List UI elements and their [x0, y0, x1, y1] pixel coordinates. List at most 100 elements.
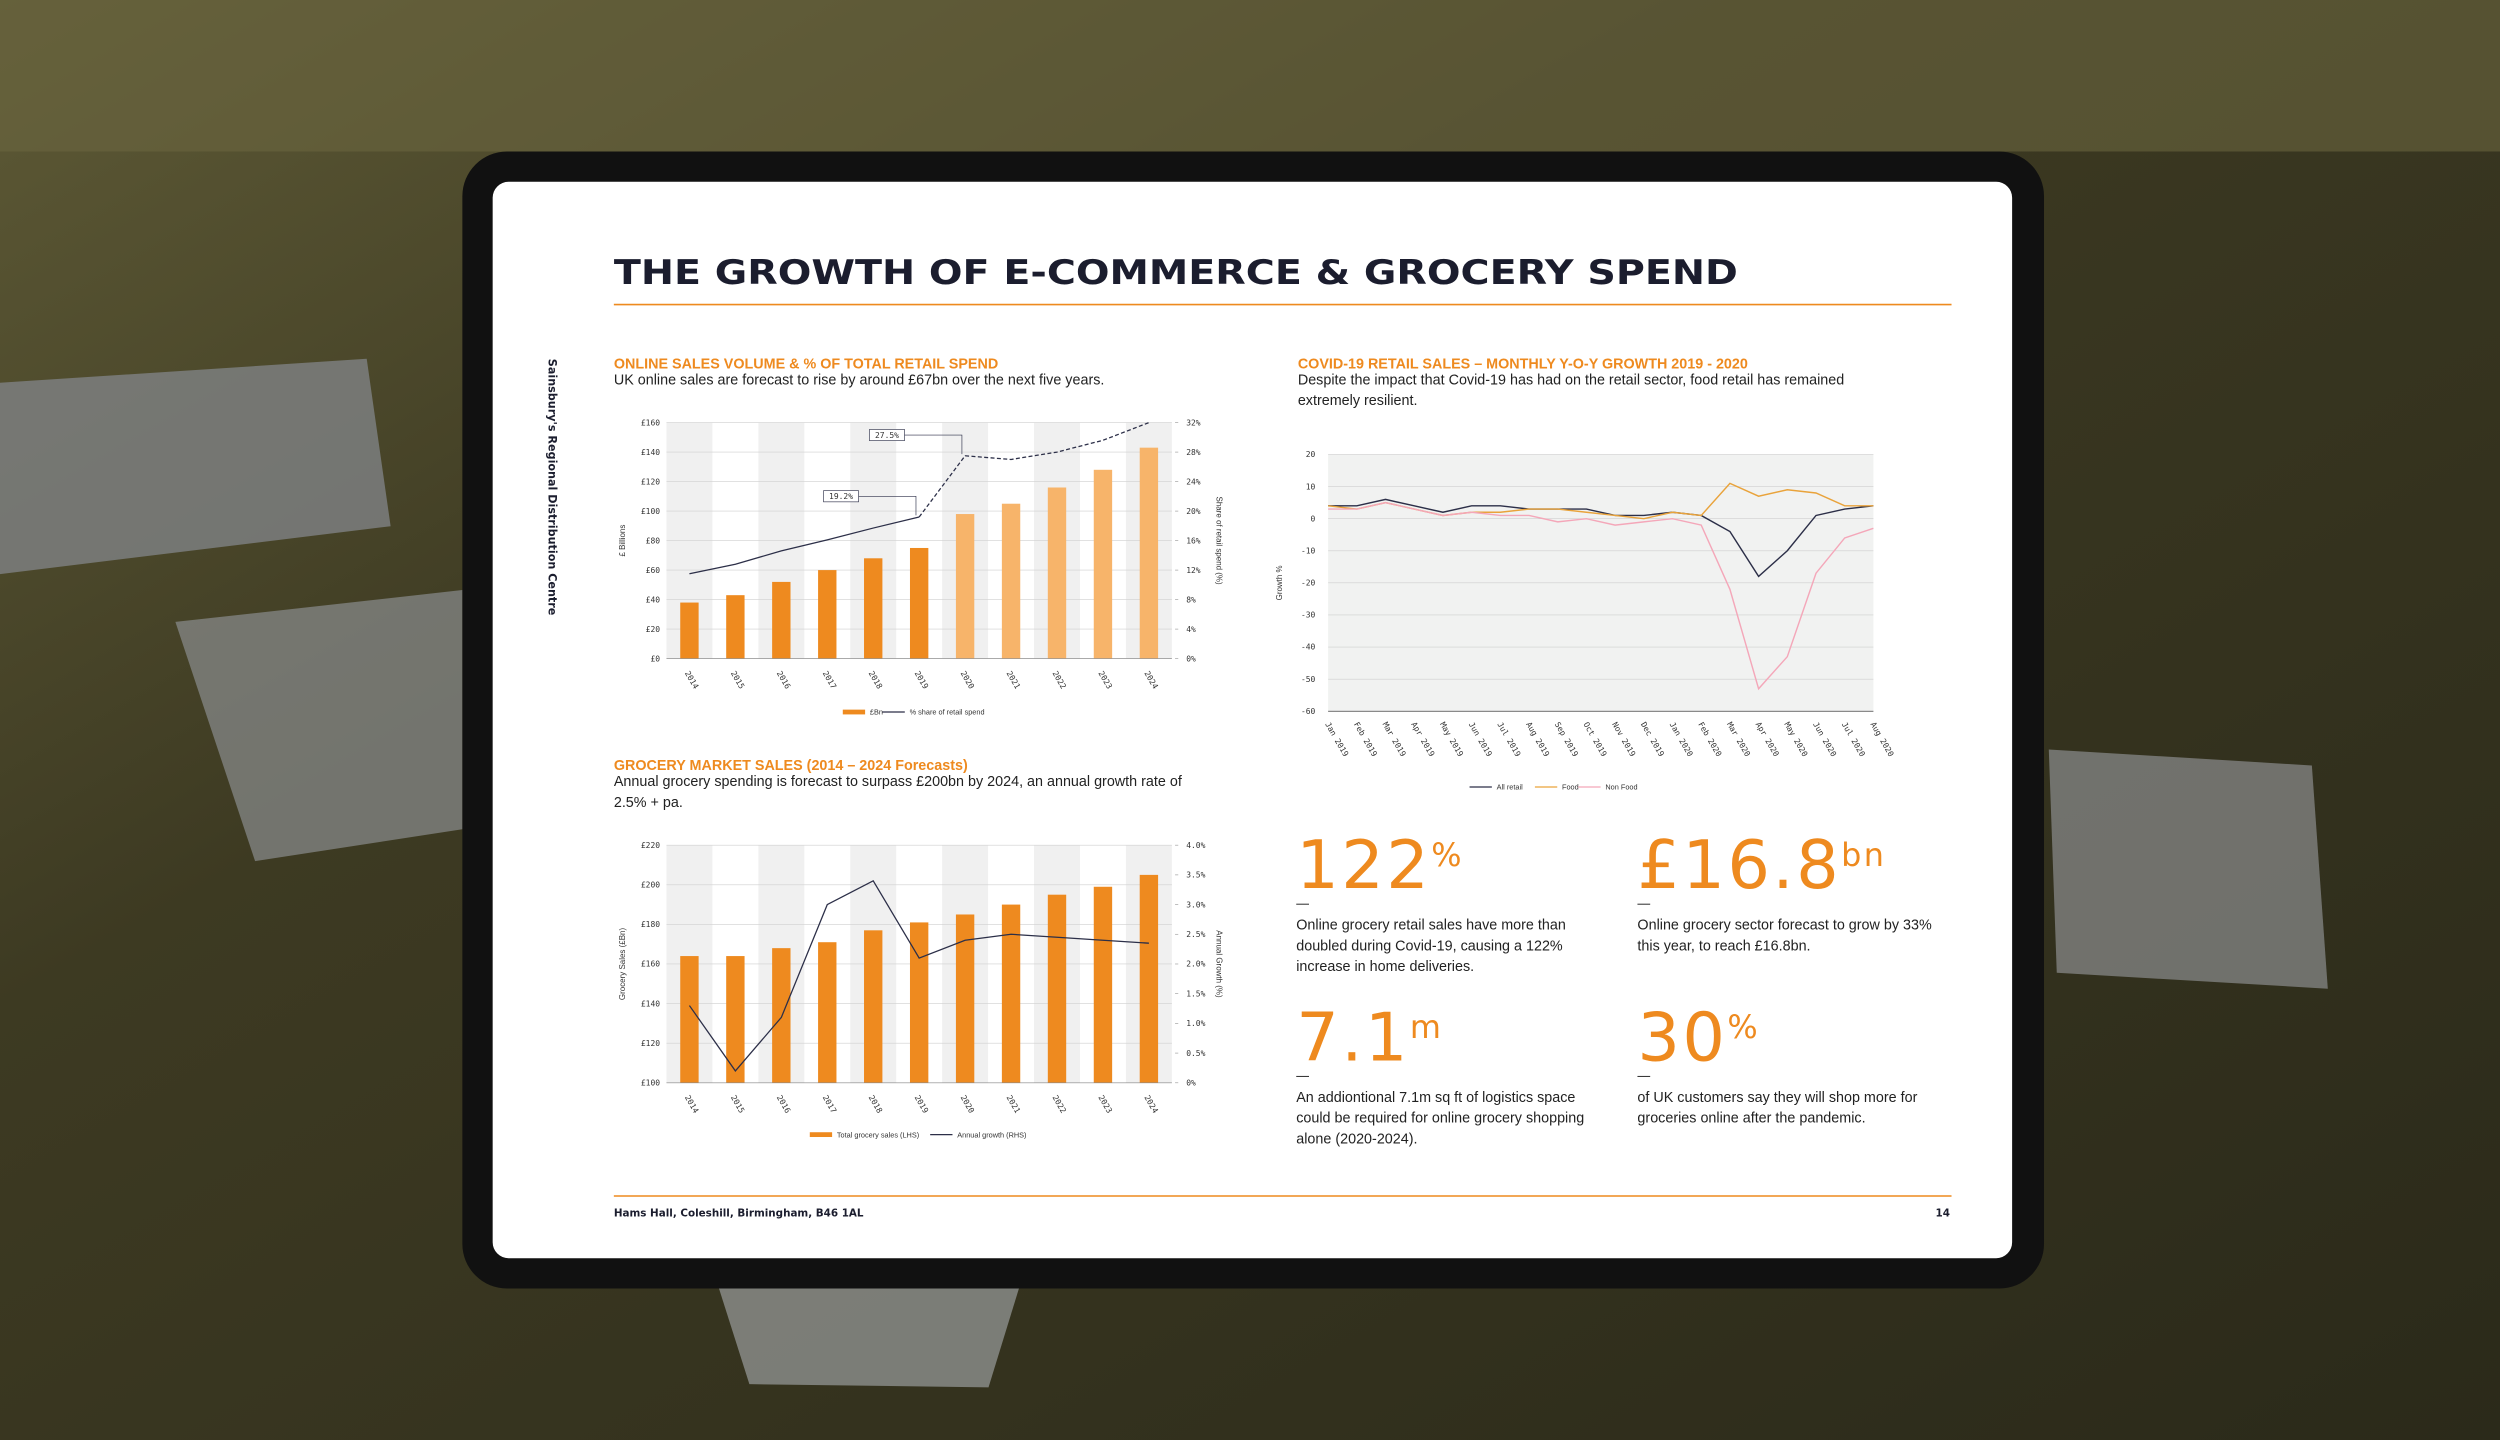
tick-label: £140 [641, 448, 660, 457]
bar [1093, 886, 1113, 1083]
bar [864, 930, 883, 1083]
stat-figure: 7.1m [1296, 998, 1443, 1076]
stat-value: 122 [1296, 826, 1431, 904]
bar [1139, 874, 1159, 1083]
bar [726, 595, 745, 659]
tick-label: £20 [646, 625, 661, 634]
legend-label: All retail [1497, 783, 1523, 792]
bar [864, 558, 883, 659]
bar [818, 942, 837, 1083]
side-text: Sainsbury's Regional Distribution Centre [545, 359, 558, 616]
bar [1093, 469, 1113, 659]
page-title: THE GROWTH OF E-COMMERCE & GROCERY SPEND [614, 253, 1738, 292]
tick-label: £140 [641, 999, 660, 1008]
tick-label: £120 [641, 477, 660, 486]
series-line [689, 516, 920, 575]
series-line [918, 421, 1150, 518]
y2-axis-label: Annual Growth (%) [1215, 930, 1224, 998]
y-axis-label: Grocery Sales (£Bn) [618, 928, 627, 1001]
stat-text-box: Online grocery retail sales have more th… [1296, 916, 1566, 975]
tick-label: 12% [1186, 566, 1201, 575]
stat-unit: % [1431, 836, 1464, 874]
tick-label: -30 [1301, 611, 1316, 620]
page-number: 14 [1936, 1208, 1950, 1220]
bar [818, 570, 837, 659]
tick-label: 4% [1186, 625, 1196, 634]
stat-text-box: of UK customers say they will shop more … [1637, 1089, 1918, 1126]
tick-label: £100 [641, 1079, 660, 1088]
y-axis-label: Growth % [1275, 565, 1284, 600]
bar [909, 922, 929, 1083]
series-line [1328, 498, 1874, 578]
label-leader [904, 434, 963, 455]
warehouse [717, 1283, 1021, 1388]
stat-text-box: Online grocery sector forecast to grow b… [1637, 917, 1931, 954]
chart-subtitle-box: Despite the impact that Covid-19 has had… [1298, 372, 1844, 409]
tick-label: 20% [1186, 507, 1201, 516]
tick-label: 3.0% [1186, 900, 1205, 909]
y-axis-label: £ Billions [618, 525, 627, 557]
legend-label: £Bn [870, 708, 883, 717]
tick-label: £60 [646, 566, 661, 575]
label-leader [858, 495, 917, 516]
data-label: 19.2% [829, 492, 853, 501]
chart-subtitle-box: Annual grocery spending is forecast to s… [614, 773, 1182, 810]
bar [1047, 894, 1067, 1083]
chart-title: GROCERY MARKET SALES (2014 – 2024 Foreca… [614, 758, 968, 774]
chart-subtitle-box: UK online sales are forecast to rise by … [613, 371, 1105, 388]
y2-axis-label: Share of retail spend (%) [1215, 497, 1224, 585]
tick-label: £80 [646, 536, 661, 545]
tick-label: £120 [641, 1039, 660, 1048]
footer-address: Hams Hall, Coleshill, Birmingham, B46 1A… [614, 1208, 864, 1220]
chart-title: ONLINE SALES VOLUME & % OF TOTAL RETAIL … [614, 356, 998, 372]
tick-label: -40 [1301, 643, 1316, 652]
legend-label: Annual growth (RHS) [957, 1130, 1026, 1139]
bar [909, 547, 929, 659]
tick-label: £100 [641, 507, 660, 516]
legend-swatch [809, 1132, 833, 1138]
bar [772, 581, 791, 659]
bar [955, 914, 975, 1083]
bar [1001, 503, 1021, 659]
stat-figure: £16.8bn [1637, 826, 1886, 904]
tick-label: 8% [1186, 595, 1196, 604]
tick-label: -20 [1301, 579, 1316, 588]
bar [726, 956, 745, 1083]
tick-label: 0% [1186, 1079, 1196, 1088]
tick-label: 10 [1306, 482, 1316, 491]
tick-label: 0 [1311, 514, 1316, 523]
tick-label: 28% [1186, 448, 1201, 457]
stat-text: of UK customers say they will shop more … [1637, 1089, 1918, 1126]
stat-figure: 30% [1637, 998, 1760, 1076]
tick-label: 0% [1186, 654, 1196, 663]
tick-label: £180 [641, 920, 660, 929]
data-label: 27.5% [875, 431, 899, 440]
tick-label: £40 [646, 595, 661, 604]
tick-label: -60 [1301, 707, 1316, 716]
tick-label: 32% [1186, 418, 1201, 427]
series-line [1328, 501, 1874, 691]
stat-value: 30 [1637, 998, 1727, 1076]
tick-label: 1.0% [1186, 1019, 1205, 1028]
tick-label: 24% [1186, 477, 1201, 486]
tick-label: 20 [1306, 450, 1316, 459]
stat-text: Online grocery retail sales have more th… [1296, 916, 1566, 975]
tick-label: 0.5% [1186, 1049, 1205, 1058]
legend-label: % share of retail spend [910, 708, 985, 717]
chart-title: COVID-19 RETAIL SALES – MONTHLY Y-O-Y GR… [1298, 356, 1748, 372]
tick-label: £0 [650, 654, 660, 663]
bar [772, 948, 791, 1083]
tick-label: 3.5% [1186, 871, 1205, 880]
warehouse [2048, 749, 2328, 989]
tick-label: -10 [1301, 546, 1316, 555]
legend-label: Food [1562, 783, 1579, 792]
legend-label: Non Food [1605, 783, 1637, 792]
tick-label: £160 [641, 418, 660, 427]
chart-subtitle: UK online sales are forecast to rise by … [613, 371, 1105, 388]
bar [1001, 904, 1021, 1083]
field [0, 0, 2500, 152]
legend-swatch [842, 709, 866, 715]
stat-text-box: An addiontional 7.1m sq ft of logistics … [1296, 1089, 1584, 1147]
warehouse [175, 590, 463, 862]
